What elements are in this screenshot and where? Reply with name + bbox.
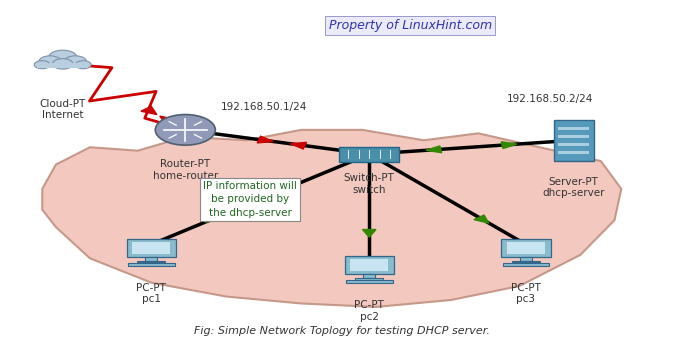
Bar	[558, 151, 589, 154]
Circle shape	[75, 61, 91, 69]
Bar	[503, 263, 549, 266]
Bar	[512, 261, 540, 262]
Bar	[355, 278, 384, 280]
Circle shape	[53, 59, 73, 69]
Circle shape	[39, 56, 61, 67]
Polygon shape	[160, 116, 176, 124]
Polygon shape	[426, 146, 442, 153]
Bar	[501, 239, 551, 257]
Text: PC-PT
pc1: PC-PT pc1	[136, 283, 166, 304]
Polygon shape	[501, 142, 517, 148]
Bar	[520, 257, 531, 261]
Polygon shape	[474, 215, 489, 223]
Polygon shape	[141, 106, 157, 114]
Polygon shape	[205, 215, 221, 222]
Circle shape	[34, 61, 50, 69]
Bar	[558, 135, 589, 138]
Bar	[507, 241, 545, 254]
Text: PC-PT
pc2: PC-PT pc2	[354, 300, 384, 322]
Polygon shape	[257, 136, 274, 143]
Bar	[127, 239, 176, 257]
Text: PC-PT
pc3: PC-PT pc3	[511, 283, 541, 304]
Text: Property of LinuxHint.com: Property of LinuxHint.com	[328, 19, 492, 32]
Bar	[350, 259, 389, 271]
Bar	[346, 280, 393, 283]
Text: 192.168.50.2/24: 192.168.50.2/24	[507, 93, 593, 104]
Bar	[553, 120, 594, 161]
Bar	[339, 147, 399, 162]
Polygon shape	[363, 230, 376, 237]
Bar	[132, 241, 170, 254]
Bar	[128, 263, 174, 266]
Circle shape	[155, 114, 215, 145]
Circle shape	[49, 50, 77, 65]
Bar	[558, 127, 589, 130]
Text: 192.168.50.1/24: 192.168.50.1/24	[220, 102, 307, 112]
Bar	[558, 143, 589, 146]
Text: IP information will
be provided by
the dhcp-server: IP information will be provided by the d…	[203, 181, 297, 218]
Bar	[363, 274, 375, 278]
Text: Router-PT
home-router: Router-PT home-router	[153, 159, 218, 181]
FancyBboxPatch shape	[37, 63, 88, 68]
Polygon shape	[42, 130, 621, 307]
Bar	[146, 257, 157, 261]
Bar	[137, 261, 166, 262]
Text: Cloud-PT
Internet: Cloud-PT Internet	[40, 99, 86, 120]
Text: Switch-PT
switch: Switch-PT switch	[344, 173, 395, 195]
Bar	[345, 256, 394, 274]
Text: Server-PT
dhcp-server: Server-PT dhcp-server	[542, 177, 605, 198]
Polygon shape	[291, 142, 306, 149]
Text: Fig: Simple Network Toplogy for testing DHCP server.: Fig: Simple Network Toplogy for testing …	[194, 327, 490, 336]
Circle shape	[64, 56, 86, 67]
